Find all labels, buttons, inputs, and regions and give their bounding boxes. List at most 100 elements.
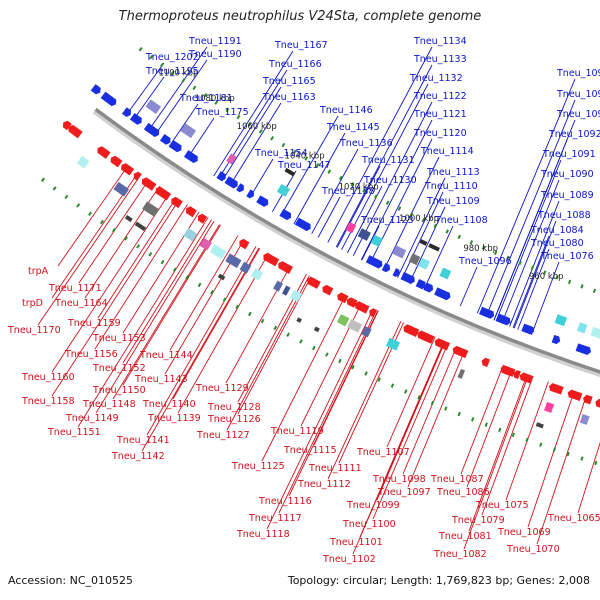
scale-tick bbox=[364, 371, 368, 376]
reverse-leader-line bbox=[527, 390, 575, 528]
scale-tick bbox=[390, 383, 395, 388]
scale-tick bbox=[325, 352, 329, 357]
reverse-gene-label: Tneu_1087 bbox=[430, 474, 484, 485]
reverse-gene bbox=[500, 365, 516, 377]
reverse-gene bbox=[434, 338, 451, 351]
reverse-leader-line bbox=[226, 275, 310, 431]
forward-cog-block bbox=[370, 234, 383, 247]
reverse-gene-label: trpD bbox=[22, 298, 43, 309]
forward-leader-line bbox=[131, 76, 165, 122]
scale-tick bbox=[417, 395, 421, 400]
reverse-gene-label: Tneu_1112 bbox=[297, 479, 351, 490]
reverse-leader-line bbox=[177, 253, 269, 414]
reverse-gene-label: Tneu_1151 bbox=[47, 427, 101, 438]
forward-gene-label: Tneu_1109 bbox=[426, 196, 480, 207]
reverse-leader-line bbox=[122, 224, 221, 386]
scale-tick bbox=[160, 259, 165, 265]
forward-cog-block bbox=[226, 153, 237, 165]
scale-tick bbox=[374, 194, 378, 199]
forward-leader-line bbox=[517, 248, 550, 330]
forward-cog-block bbox=[418, 257, 430, 270]
forward-cog-block bbox=[590, 326, 600, 339]
reverse-leader-line bbox=[386, 336, 436, 448]
reverse-gene bbox=[121, 163, 135, 176]
reverse-small-gene bbox=[217, 273, 226, 281]
scale-tick bbox=[543, 270, 547, 275]
reverse-gene bbox=[68, 124, 83, 139]
reverse-leader-line bbox=[146, 245, 257, 436]
forward-gene-label: Tneu_1121 bbox=[413, 109, 467, 120]
reverse-gene bbox=[583, 394, 593, 405]
forward-leader-line bbox=[229, 102, 282, 187]
scale-tick bbox=[64, 194, 69, 200]
scale-tick bbox=[433, 223, 437, 229]
scale-tick bbox=[247, 122, 252, 127]
reverse-leader-line bbox=[352, 340, 446, 555]
reverse-gene-label: Tneu_1117 bbox=[248, 513, 302, 524]
forward-small-gene bbox=[428, 243, 440, 252]
reverse-gene bbox=[133, 171, 142, 181]
forward-gene-label: Tneu_1146 bbox=[319, 105, 373, 116]
scale-tick bbox=[136, 244, 141, 249]
reverse-gene bbox=[322, 284, 334, 296]
forward-gene-label: Tneu_1147 bbox=[277, 160, 331, 171]
reverse-leader-line bbox=[466, 368, 513, 488]
scale-label: 1000 kbp bbox=[399, 214, 439, 224]
reverse-small-gene bbox=[535, 422, 544, 429]
scale-tick bbox=[281, 142, 286, 148]
reverse-cog-block bbox=[209, 244, 227, 260]
reverse-leader-line bbox=[37, 173, 142, 326]
backbone-shadow bbox=[92, 108, 600, 378]
forward-leader-line bbox=[513, 220, 557, 329]
forward-gene bbox=[224, 176, 238, 189]
reverse-gene-label: Tneu_1158 bbox=[21, 396, 75, 407]
reverse-small-gene bbox=[134, 221, 147, 231]
reverse-gene-track bbox=[62, 120, 600, 408]
reverse-cog-block bbox=[239, 261, 252, 274]
reverse-gene bbox=[141, 177, 157, 191]
reverse-gene-label: Tneu_1079 bbox=[451, 515, 505, 526]
reverse-gene bbox=[278, 261, 293, 274]
forward-gene bbox=[365, 255, 383, 269]
scale-tick bbox=[444, 406, 448, 411]
scale-tick bbox=[511, 432, 516, 438]
reverse-leader-line bbox=[122, 219, 212, 364]
forward-leader-line bbox=[361, 225, 380, 261]
scale-label: 1100 kbp bbox=[158, 68, 198, 78]
forward-gene-label: Tneu_1175 bbox=[195, 107, 249, 118]
reverse-gene-label: Tneu_1128 bbox=[207, 402, 261, 413]
reverse-gene-label: Tneu_1100 bbox=[342, 519, 396, 530]
forward-gene bbox=[495, 313, 511, 326]
forward-gene bbox=[551, 334, 561, 345]
reverse-gene-label: Tneu_1125 bbox=[231, 461, 285, 472]
forward-gene-label: Tneu_1167 bbox=[274, 40, 328, 51]
scale-label: 1060 kbp bbox=[237, 122, 277, 132]
scale-tick bbox=[99, 219, 104, 225]
scale-tick bbox=[469, 240, 474, 245]
reverse-cog-block-track bbox=[76, 155, 590, 425]
forward-gene-label: Tneu_1114 bbox=[420, 146, 474, 157]
reverse-gene bbox=[403, 324, 420, 337]
reverse-gene-label: Tneu_1070 bbox=[506, 544, 560, 555]
reverse-gene bbox=[337, 292, 349, 304]
reverse-gene-label: Tneu_1126 bbox=[207, 414, 261, 425]
forward-cog-block bbox=[408, 253, 421, 266]
forward-gene bbox=[434, 287, 451, 301]
forward-cog-block-track bbox=[145, 99, 600, 339]
forward-gene-label: Tneu_1096 bbox=[458, 256, 512, 267]
scale-tick bbox=[41, 177, 46, 182]
scale-tick bbox=[506, 255, 510, 261]
scale-tick bbox=[210, 290, 214, 295]
scale-tick bbox=[385, 200, 390, 205]
reverse-cog-block bbox=[225, 253, 242, 269]
reverse-leader-line bbox=[460, 364, 504, 475]
reverse-cog-block bbox=[336, 314, 350, 327]
forward-gene bbox=[415, 279, 426, 290]
scale-tick bbox=[225, 107, 230, 113]
forward-gene bbox=[294, 217, 311, 232]
reverse-gene bbox=[369, 308, 378, 318]
forward-gene-label: Tneu_1110 bbox=[424, 181, 478, 192]
reverse-gene-label: Tneu_1119 bbox=[270, 426, 324, 437]
scale-tick bbox=[258, 129, 263, 134]
forward-leader-line bbox=[341, 83, 429, 250]
